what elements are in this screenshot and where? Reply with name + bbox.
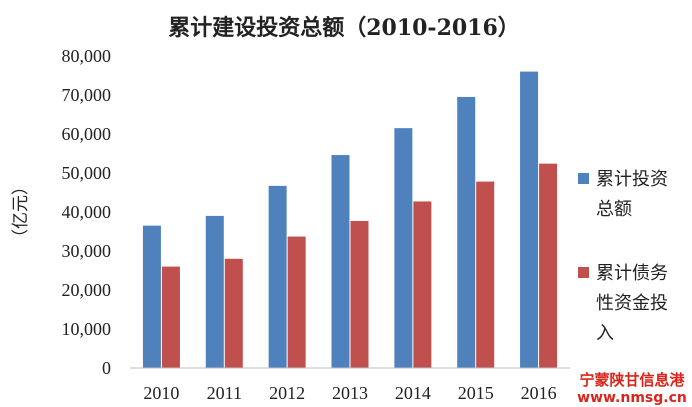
bar-series-1-2016 <box>520 71 539 368</box>
y-tick-label: 60,000 <box>62 124 112 144</box>
x-tick-label: 2013 <box>332 383 368 403</box>
bar-series-1-2010 <box>142 225 161 368</box>
y-tick-label: 70,000 <box>62 85 112 105</box>
x-tick-label: 2012 <box>269 383 305 403</box>
legend-label-1: 累计投资 <box>596 169 668 190</box>
legend-label-1: 总额 <box>596 199 632 220</box>
y-tick-label: 0 <box>102 358 111 378</box>
bar-series-2-2013 <box>350 220 369 368</box>
bar-series-2-2012 <box>287 236 306 368</box>
bar-series-1-2011 <box>205 215 224 368</box>
bar-series-1-2015 <box>457 96 476 368</box>
y-tick-label: 50,000 <box>62 163 112 183</box>
legend-label-2: 性资金投 <box>596 293 668 314</box>
x-tick-label: 2011 <box>207 383 242 403</box>
bar-series-1-2012 <box>268 185 287 368</box>
x-tick-label: 2014 <box>395 383 431 403</box>
y-tick-label: 80,000 <box>62 46 112 66</box>
bar-series-2-2011 <box>224 258 243 368</box>
bar-series-2-2014 <box>413 201 432 368</box>
chart-title: 累计建设投资总额（2010-2016） <box>168 15 520 41</box>
y-tick-label: 30,000 <box>62 241 112 261</box>
bar-series-1-2014 <box>394 128 413 368</box>
x-axis-ticks: 2010 2011 2012 2013 2014 2015 2016 <box>143 383 556 403</box>
bar-series-2-2015 <box>476 181 495 368</box>
watermark-url: www.nmsg.cn <box>577 390 687 406</box>
legend-label-2: 入 <box>596 323 614 344</box>
x-tick-label: 2016 <box>521 383 557 403</box>
bars <box>142 71 558 368</box>
x-tick-label: 2015 <box>458 383 494 403</box>
y-tick-label: 20,000 <box>62 280 112 300</box>
bar-series-1-2013 <box>331 155 350 368</box>
y-tick-label: 40,000 <box>62 202 112 222</box>
y-axis-label: （亿元） <box>11 178 31 246</box>
bar-series-2-2010 <box>161 266 180 368</box>
y-tick-label: 10,000 <box>62 319 112 339</box>
y-axis-ticks: 0 10,000 20,000 30,000 40,000 50,000 60,000 70,… <box>62 46 112 378</box>
legend-swatch-1 <box>578 173 589 184</box>
legend-swatch-2 <box>578 267 589 278</box>
bar-series-2-2016 <box>539 163 558 368</box>
watermark-name: 宁蒙陕甘信息港 <box>579 371 685 389</box>
legend-label-2: 累计债务 <box>596 263 668 284</box>
x-tick-label: 2010 <box>143 383 179 403</box>
